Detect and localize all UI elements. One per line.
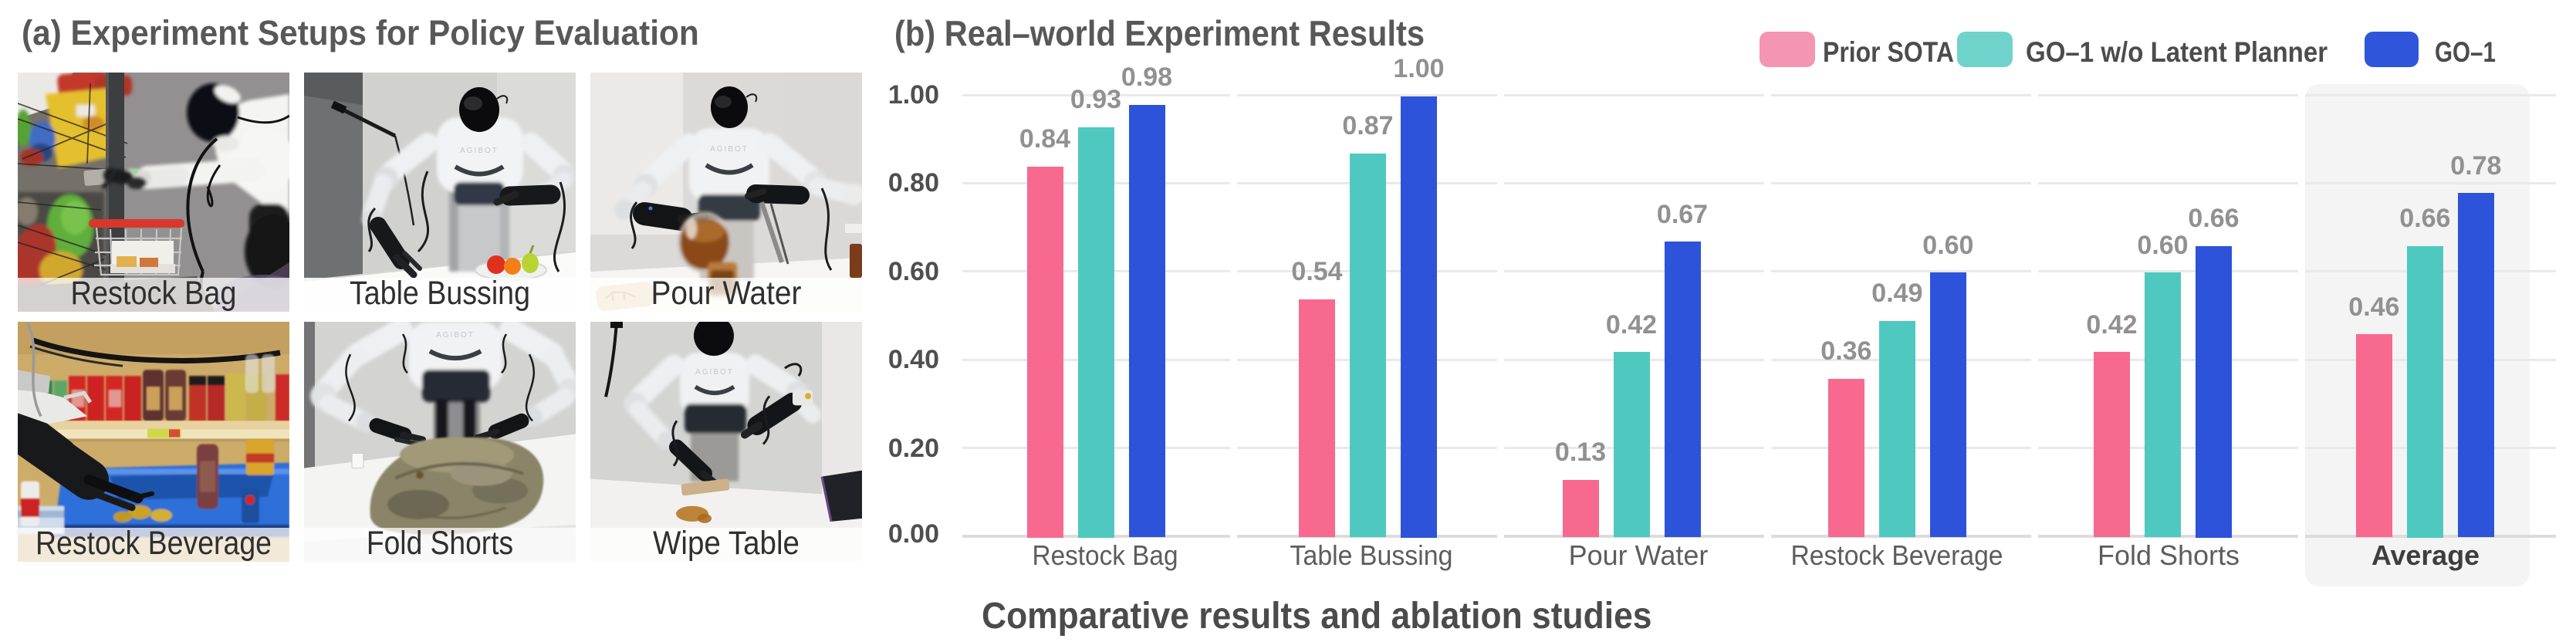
svg-text:AGIBOT: AGIBOT: [695, 368, 734, 377]
svg-text:AGIBOT: AGIBOT: [710, 145, 749, 154]
svg-text:AGIBOT: AGIBOT: [460, 147, 499, 155]
svg-text:AGIBOT: AGIBOT: [436, 331, 475, 340]
